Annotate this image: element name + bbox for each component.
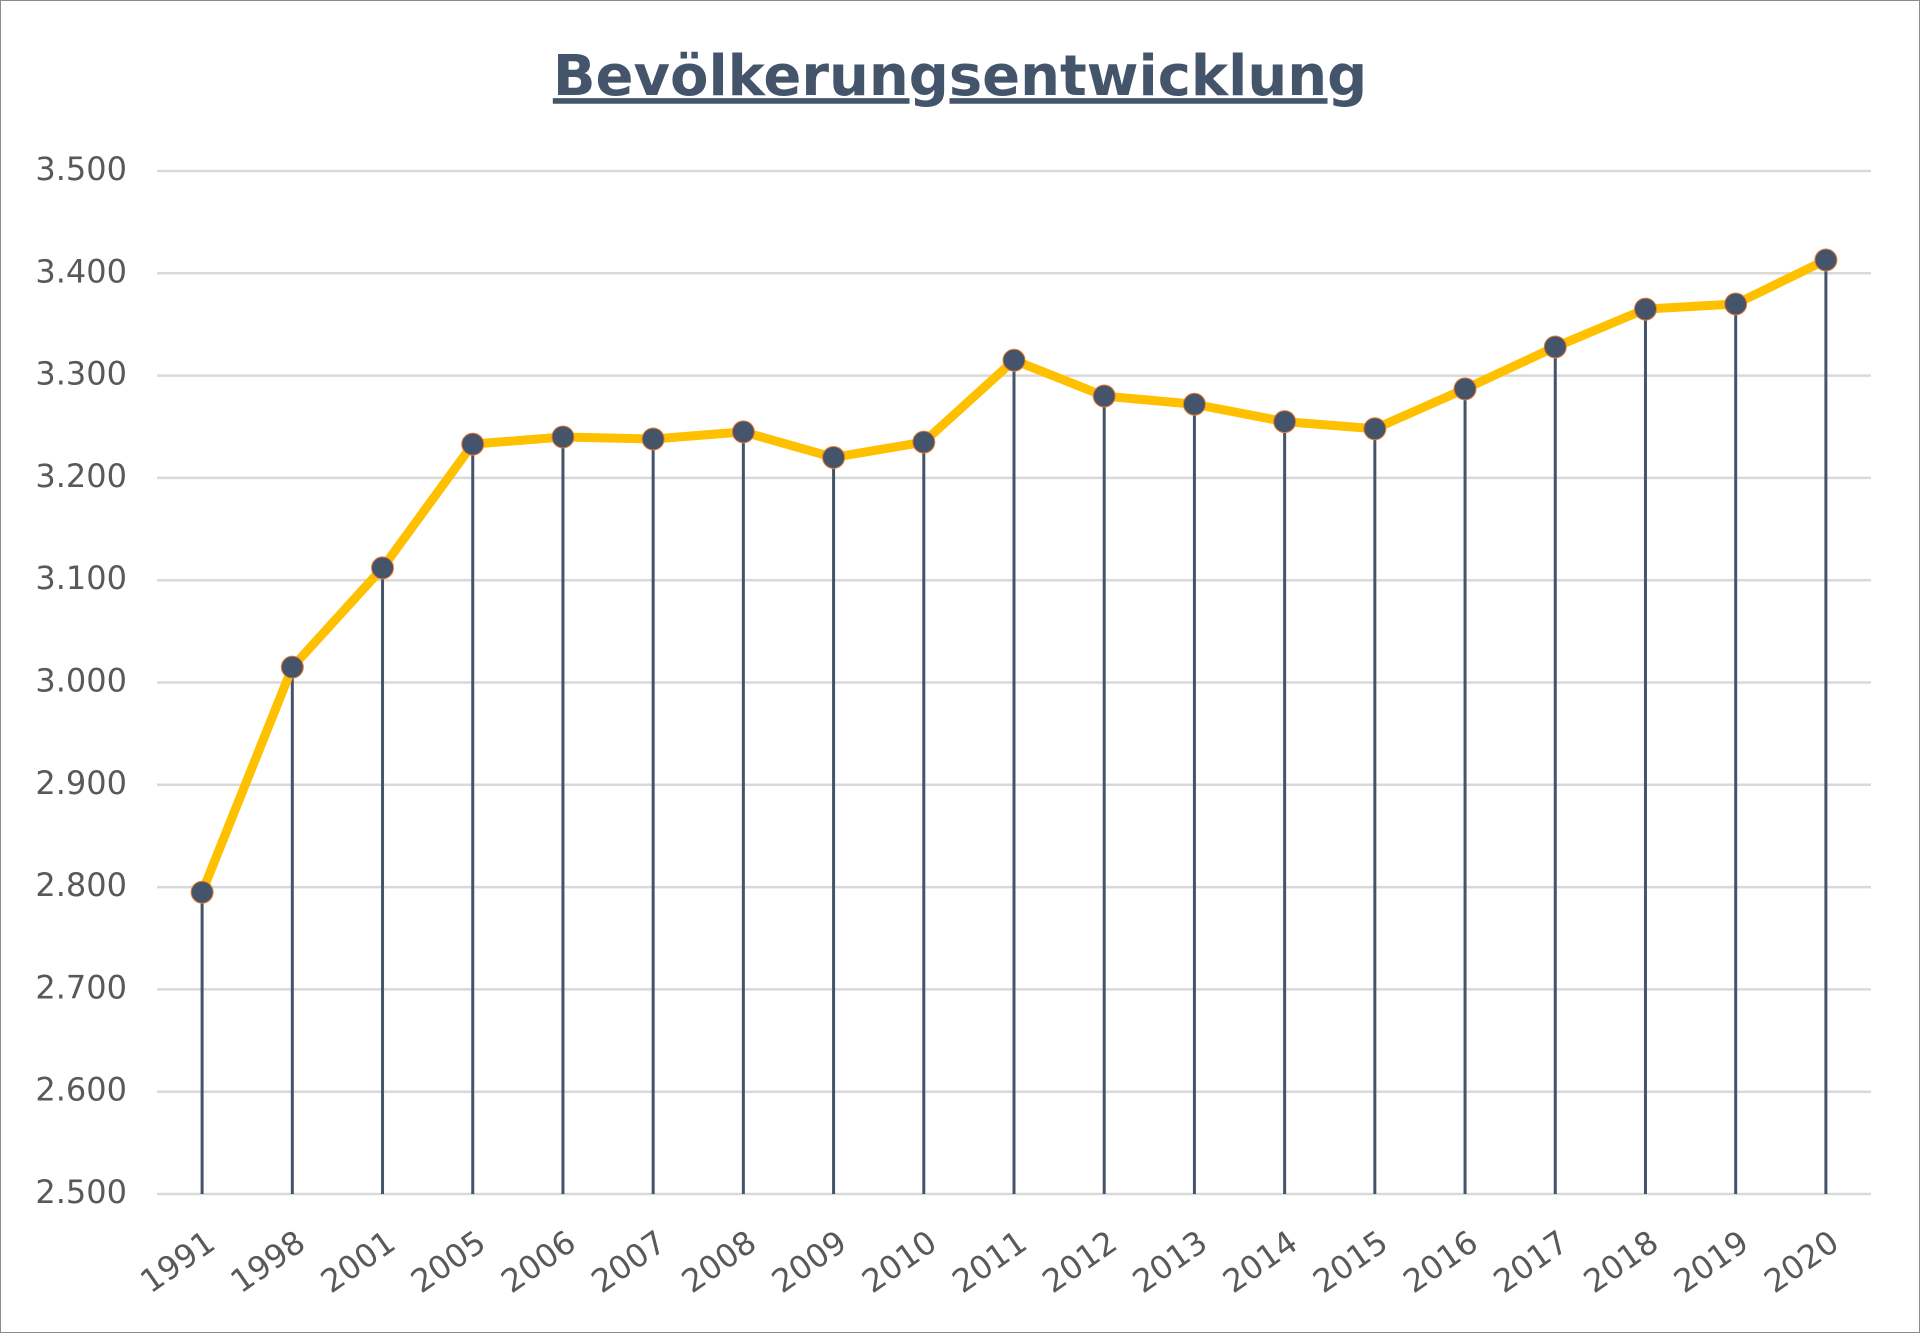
y-tick-label: 2.500 [35, 1173, 127, 1211]
data-point [822, 445, 846, 469]
y-tick-label: 3.300 [35, 355, 127, 393]
data-point [551, 425, 575, 449]
data-point [1633, 297, 1657, 321]
data-point [1002, 348, 1026, 372]
data-point [461, 432, 485, 456]
data-point [1092, 384, 1116, 408]
data-point [1182, 392, 1206, 416]
data-point [1453, 377, 1477, 401]
y-tick-label: 3.400 [35, 252, 127, 290]
data-point [280, 655, 304, 679]
data-point [1543, 335, 1567, 359]
y-tick-label: 2.900 [35, 764, 127, 802]
y-tick-label: 2.800 [35, 866, 127, 904]
y-tick-label: 3.500 [35, 150, 127, 188]
data-point [190, 880, 214, 904]
data-point [1363, 417, 1387, 441]
data-point [912, 430, 936, 454]
chart-title: Bevölkerungsentwicklung [553, 44, 1367, 109]
y-tick-label: 2.700 [35, 968, 127, 1006]
data-point [1724, 292, 1748, 316]
y-tick-label: 2.600 [35, 1071, 127, 1109]
y-tick-label: 3.200 [35, 457, 127, 495]
data-point [1814, 248, 1838, 272]
data-point [731, 420, 755, 444]
y-tick-label: 3.100 [35, 559, 127, 597]
data-point [371, 556, 395, 580]
data-point [1273, 410, 1297, 434]
y-tick-label: 3.000 [35, 662, 127, 700]
data-point [641, 427, 665, 451]
